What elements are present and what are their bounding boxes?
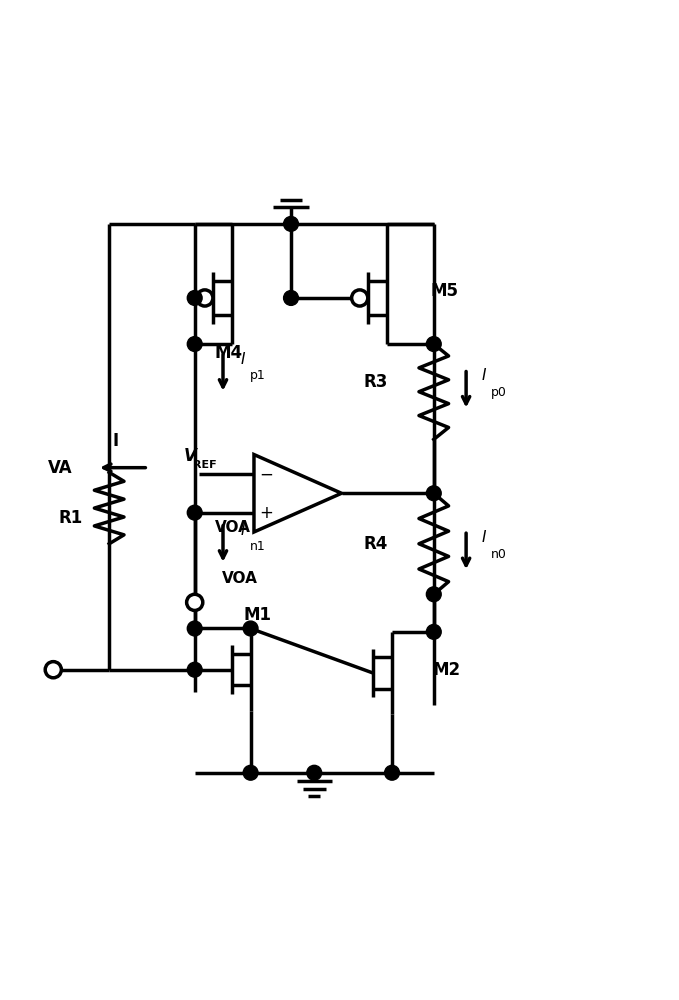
Circle shape (187, 621, 202, 636)
Text: $+$: $+$ (259, 504, 273, 522)
Text: R4: R4 (364, 535, 388, 553)
Circle shape (187, 594, 203, 610)
Text: I: I (113, 432, 119, 450)
Circle shape (45, 662, 61, 678)
Text: REF: REF (194, 460, 217, 470)
Text: VOA: VOA (221, 571, 257, 586)
Text: p1: p1 (250, 369, 265, 382)
Text: R1: R1 (58, 509, 83, 527)
Text: M1: M1 (243, 606, 272, 624)
Text: M5: M5 (430, 282, 458, 300)
Text: n1: n1 (250, 540, 265, 553)
Text: M4: M4 (215, 344, 242, 362)
Circle shape (384, 765, 399, 780)
Circle shape (307, 765, 322, 780)
Circle shape (426, 337, 441, 351)
Text: $I$: $I$ (240, 522, 246, 538)
Text: VA: VA (48, 459, 72, 477)
Circle shape (284, 291, 298, 305)
Text: VOA: VOA (215, 520, 251, 535)
Text: $I$: $I$ (481, 367, 487, 383)
Circle shape (243, 765, 258, 780)
Text: $I$: $I$ (240, 351, 246, 367)
Circle shape (426, 587, 441, 602)
Text: p0: p0 (491, 386, 507, 399)
Text: n0: n0 (491, 548, 507, 561)
Circle shape (187, 291, 202, 305)
Text: V: V (184, 447, 197, 465)
Circle shape (187, 505, 202, 520)
Circle shape (426, 624, 441, 639)
Circle shape (426, 486, 441, 501)
Circle shape (187, 337, 202, 351)
Text: R3: R3 (364, 373, 388, 391)
Circle shape (187, 662, 202, 677)
Circle shape (352, 290, 368, 306)
Circle shape (197, 290, 213, 306)
Text: M2: M2 (433, 661, 460, 679)
Circle shape (284, 216, 298, 231)
Text: $-$: $-$ (259, 465, 273, 483)
Circle shape (243, 621, 258, 636)
Text: $I$: $I$ (481, 529, 487, 545)
